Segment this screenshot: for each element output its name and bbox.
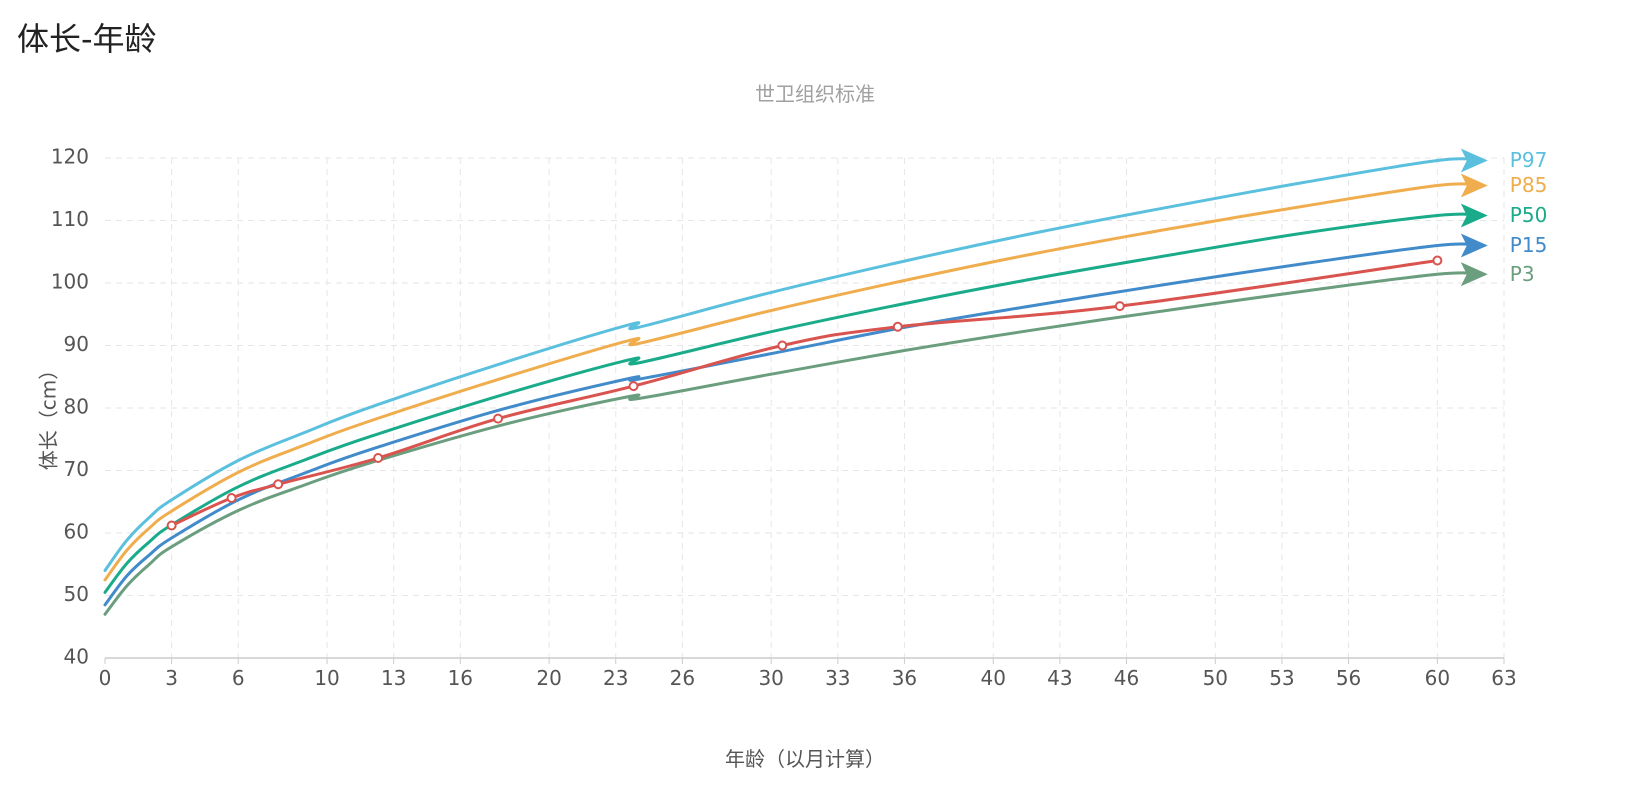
x-tick-label: 60 bbox=[1425, 666, 1450, 690]
x-tick-label: 30 bbox=[758, 666, 783, 690]
measurement-point[interactable] bbox=[493, 413, 504, 424]
measurement-markers bbox=[166, 255, 1443, 531]
measurement-point[interactable] bbox=[166, 520, 177, 531]
series-line-p85 bbox=[103, 173, 1488, 582]
series-line-p15 bbox=[103, 233, 1488, 607]
y-tick-label: 90 bbox=[64, 332, 89, 356]
x-tick-label: 33 bbox=[825, 666, 850, 690]
measurement-point[interactable] bbox=[273, 479, 284, 490]
x-tick-label: 20 bbox=[536, 666, 561, 690]
x-tick-label: 0 bbox=[99, 666, 112, 690]
measurement-point[interactable] bbox=[1432, 255, 1443, 266]
x-tick-label: 26 bbox=[670, 666, 695, 690]
series-label-p50: P50 bbox=[1510, 203, 1548, 227]
series-label-p15: P15 bbox=[1510, 233, 1548, 257]
x-axis-title: 年龄（以月计算） bbox=[725, 747, 885, 771]
y-tick-label: 50 bbox=[64, 582, 89, 606]
measurement-point[interactable] bbox=[226, 493, 237, 503]
series-line-p50 bbox=[103, 203, 1488, 594]
series-label-p3: P3 bbox=[1510, 262, 1535, 286]
x-tick-label: 50 bbox=[1203, 666, 1228, 690]
y-tick-label: 100 bbox=[51, 270, 89, 294]
measurement-point[interactable] bbox=[892, 321, 903, 332]
measurement-point[interactable] bbox=[628, 381, 639, 392]
x-tick-label: 40 bbox=[981, 666, 1006, 690]
series-label-p85: P85 bbox=[1510, 173, 1548, 197]
x-tick-label: 43 bbox=[1047, 666, 1072, 690]
chart-subtitle: 世卫组织标准 bbox=[755, 82, 875, 106]
x-tick-label: 3 bbox=[165, 666, 178, 690]
measurement-point[interactable] bbox=[1114, 301, 1125, 312]
measurement-point[interactable] bbox=[373, 453, 384, 463]
x-tick-label: 36 bbox=[892, 666, 917, 690]
x-tick-label: 16 bbox=[448, 666, 473, 690]
y-tick-label: 60 bbox=[64, 520, 89, 544]
series-line-p3 bbox=[103, 262, 1488, 616]
y-tick-label: 80 bbox=[64, 395, 89, 419]
y-tick-label: 40 bbox=[64, 645, 89, 669]
x-tick-label: 6 bbox=[232, 666, 245, 690]
series-line-p97 bbox=[103, 148, 1488, 572]
x-tick-label: 23 bbox=[603, 666, 628, 690]
x-tick-label: 13 bbox=[381, 666, 406, 690]
x-tick-label: 63 bbox=[1491, 666, 1516, 690]
measurement-point[interactable] bbox=[777, 340, 788, 351]
page-title: 体长-年龄 bbox=[17, 20, 157, 58]
x-tick-label: 56 bbox=[1336, 666, 1361, 690]
series-label-p97: P97 bbox=[1510, 148, 1548, 172]
x-tick-label: 10 bbox=[314, 666, 339, 690]
y-tick-label: 110 bbox=[51, 207, 89, 231]
y-tick-label: 70 bbox=[64, 457, 89, 481]
y-axis-title: 体长（cm） bbox=[37, 360, 61, 470]
x-tick-label: 46 bbox=[1114, 666, 1139, 690]
y-tick-label: 120 bbox=[51, 145, 89, 169]
x-tick-label: 53 bbox=[1269, 666, 1294, 690]
